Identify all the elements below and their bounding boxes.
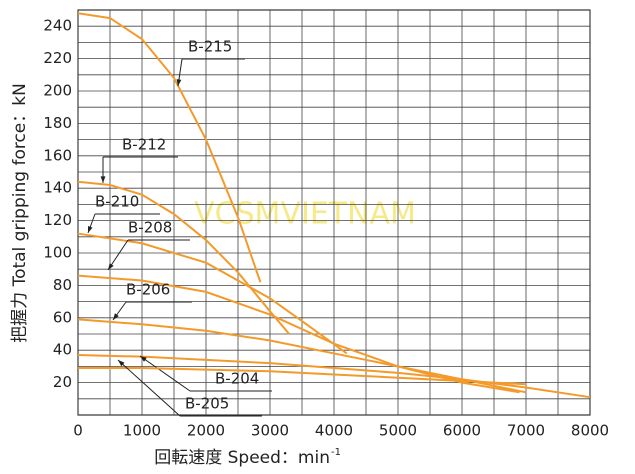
series-label: B-208 [128,219,172,237]
y-tick-label: 240 [43,17,72,35]
curve [78,367,527,386]
y-tick-label: 220 [43,49,72,67]
arrow-head [100,176,106,183]
arrow-head [108,263,114,270]
watermark: VCSMVIETNAM [194,197,416,232]
y-tick-label: 40 [53,341,72,359]
curve [77,180,290,335]
arrow-head [176,79,182,86]
arrow-head [113,313,119,320]
x-tick-label: 8000 [571,422,609,440]
x-tick-label: 2000 [187,422,225,440]
arrow-head [118,360,125,367]
series-label: B-215 [188,38,232,56]
curve [77,318,527,394]
series-label: B-210 [95,193,139,211]
y-tick-label: 20 [53,373,72,391]
y-tick-label: 180 [43,114,72,132]
x-tick-label: 1000 [123,422,161,440]
x-tick-label: 5000 [379,422,417,440]
x-tick-label: 3000 [251,422,289,440]
y-tick-label: 200 [43,82,72,100]
arrow-head [140,356,147,362]
label-leader [117,359,181,417]
y-tick-label: 60 [53,308,72,326]
x-axis-label-sup: -1 [331,447,341,458]
x-tick-label: 6000 [443,422,481,440]
series-label: B-205 [185,395,229,413]
x-tick-label: 0 [73,422,83,440]
y-tick-label: 160 [43,146,72,164]
x-axis-label: 回転速度 Speed：min [154,448,330,468]
y-tick-label: 100 [43,244,72,262]
curve [77,354,591,399]
arrow-head [88,226,93,233]
y-tick-label: 80 [53,276,72,294]
x-tick-label: 7000 [507,422,545,440]
x-tick-label: 4000 [315,422,353,440]
series-label: B-206 [126,281,170,299]
label-leader [139,355,191,392]
series-label: B-204 [215,370,259,388]
curve [77,232,348,355]
y-tick-label: 140 [43,179,72,197]
curve [77,12,262,283]
series-label: B-212 [122,136,166,154]
y-tick-label: 120 [43,211,72,229]
y-axis-label: 把握力 Total gripping force：kN [10,83,30,343]
